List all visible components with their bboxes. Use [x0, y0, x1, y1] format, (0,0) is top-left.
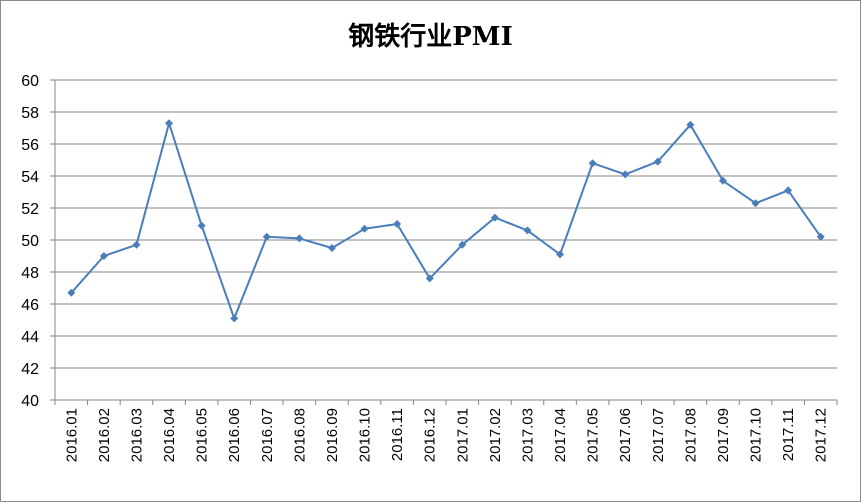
data-point — [458, 240, 467, 249]
x-tick-label: 2017.03 — [519, 408, 536, 462]
data-point — [99, 252, 108, 260]
data-point — [556, 250, 565, 259]
y-tick-label: 56 — [21, 137, 39, 154]
data-point — [230, 314, 239, 323]
y-tick-label: 46 — [21, 297, 39, 314]
data-point — [588, 159, 597, 168]
y-tick-label: 44 — [21, 329, 39, 346]
x-tick-label: 2016.11 — [389, 408, 406, 461]
x-tick-label: 2017.06 — [617, 408, 634, 462]
data-point — [327, 244, 336, 252]
x-tick-label: 2016.06 — [226, 408, 243, 462]
data-point — [490, 213, 499, 222]
data-point — [197, 221, 206, 230]
x-tick-label: 2017.01 — [454, 408, 471, 462]
x-tick-label: 2016.04 — [161, 408, 178, 462]
x-tick-label: 2017.07 — [650, 408, 667, 462]
axes — [50, 79, 838, 405]
x-tick-label: 2017.05 — [585, 408, 602, 462]
x-tick-label: 2017.11 — [780, 408, 797, 461]
x-tick-label: 2017.08 — [682, 408, 699, 462]
gridlines — [55, 79, 837, 401]
series-line — [70, 122, 822, 320]
data-point — [784, 186, 793, 195]
x-tick-label: 2017.09 — [715, 408, 732, 462]
data-point — [295, 234, 304, 243]
x-tick-label: 2016.01 — [63, 408, 80, 462]
data-point — [67, 288, 76, 297]
x-tick-label: 2016.10 — [357, 408, 374, 462]
y-tick-label: 52 — [21, 201, 39, 218]
y-tick-labels: 40 42 44 46 48 50 52 54 56 58 60 — [21, 73, 39, 410]
data-point — [718, 176, 727, 185]
data-point — [132, 240, 141, 249]
data-point — [425, 274, 434, 283]
data-point — [165, 119, 174, 128]
series-layer — [67, 119, 825, 323]
chart-title: 钢铁行业PMI — [348, 22, 513, 52]
y-tick-label: 48 — [21, 265, 39, 282]
y-tick-label: 58 — [21, 105, 39, 122]
x-tick-label: 2017.04 — [552, 408, 569, 462]
x-tick-label: 2016.03 — [128, 408, 145, 462]
y-tick-label: 60 — [21, 73, 39, 90]
x-tick-label: 2017.12 — [813, 408, 830, 462]
x-tick-label: 2016.12 — [422, 408, 439, 462]
y-tick-label: 54 — [21, 169, 39, 186]
data-point — [751, 199, 760, 208]
data-point — [621, 170, 630, 179]
x-tick-label: 2016.02 — [96, 408, 113, 462]
x-tick-label: 2017.10 — [748, 408, 765, 462]
x-tick-label: 2016.09 — [324, 408, 341, 462]
data-point — [262, 232, 271, 241]
data-point — [360, 224, 369, 233]
x-tick-label: 2016.07 — [259, 408, 276, 462]
y-tick-label: 40 — [21, 393, 39, 410]
x-tick-label: 2016.08 — [291, 408, 308, 462]
data-point — [523, 226, 532, 235]
y-tick-label: 50 — [21, 233, 39, 250]
x-tick-labels: 2016.01 2016.02 2016.03 2016.04 2016.05 2016.… — [63, 408, 829, 462]
data-point — [393, 220, 402, 228]
data-point — [653, 157, 662, 166]
x-tick-label: 2016.05 — [194, 408, 211, 462]
data-point — [816, 232, 825, 241]
data-point — [686, 120, 695, 129]
y-tick-label: 42 — [21, 361, 39, 378]
x-tick-label: 2017.02 — [487, 408, 504, 462]
